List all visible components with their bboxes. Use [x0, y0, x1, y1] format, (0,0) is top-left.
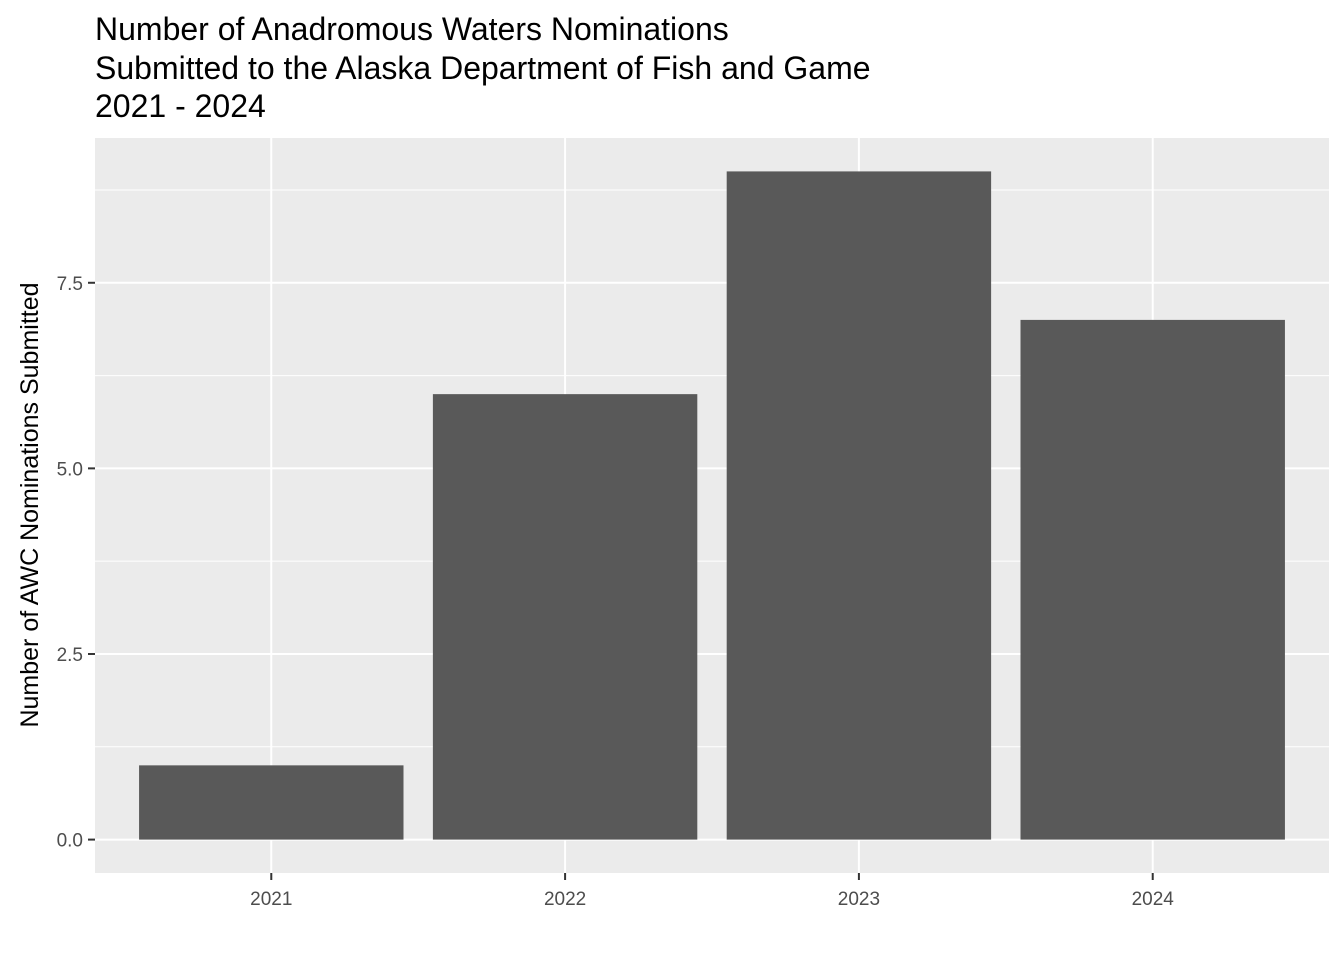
bars: [139, 171, 1285, 840]
y-tick-label: 2.5: [57, 645, 83, 666]
y-axis-title: Number of AWC Nominations Submitted: [16, 282, 44, 727]
y-tick-label: 5.0: [57, 459, 83, 480]
chart-title-line-2: Submitted to the Alaska Department of Fi…: [95, 50, 871, 86]
bar-2021: [139, 765, 404, 840]
bar-2022: [432, 394, 698, 840]
x-tick-label: 2022: [544, 889, 586, 910]
bar-2023: [726, 171, 992, 840]
y-tick-label: 7.5: [57, 274, 83, 295]
y-axis: 0.0 2.5 5.0 7.5: [57, 274, 95, 852]
x-axis: 2021 2022 2023 2024: [250, 873, 1174, 910]
bar-2024: [1020, 319, 1285, 840]
chart-title: Number of Anadromous Waters Nominations …: [95, 11, 871, 124]
chart-title-line-1: Number of Anadromous Waters Nominations: [95, 11, 729, 47]
x-tick-label: 2023: [838, 889, 880, 910]
x-tick-label: 2024: [1132, 889, 1175, 910]
y-tick-label: 0.0: [57, 831, 83, 852]
x-tick-label: 2021: [250, 889, 292, 910]
chart-title-line-3: 2021 - 2024: [95, 88, 266, 124]
